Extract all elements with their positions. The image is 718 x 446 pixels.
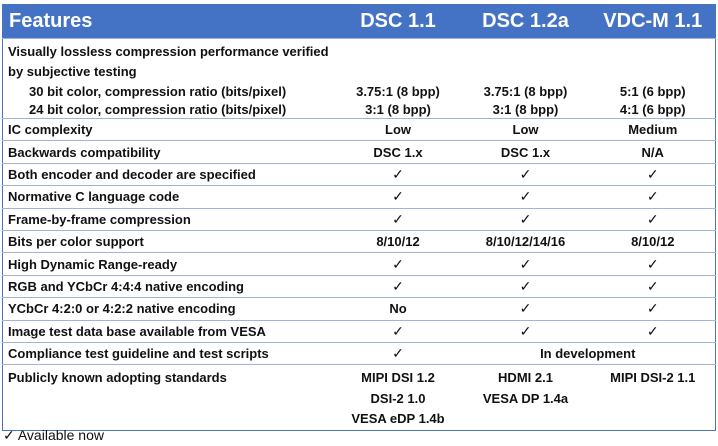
adopting-standards-row: Publicly known adopting standards MIPI DS… — [2, 364, 716, 431]
checkmark-icon: ✓ — [590, 185, 716, 209]
feature-label: RGB and YCbCr 4:4:4 native encoding — [2, 274, 336, 298]
header-features: Features — [2, 4, 336, 39]
header-row: Features DSC 1.1 DSC 1.2a VDC-M 1.1 — [2, 4, 716, 39]
feature-label: 30 bit color, compression ratio (bits/pi… — [29, 83, 287, 99]
vdcm-value: N/A — [590, 140, 716, 164]
table-row: Both encoder and decoder are specified ✓ ✓… — [2, 162, 716, 186]
compression-row: 24 bit color, compression ratio (bits/pi… — [3, 100, 716, 119]
table-row: Image test data base available from VESA… — [2, 319, 716, 343]
checkmark-icon: ✓ — [335, 207, 461, 231]
in-development-value: In development — [460, 341, 716, 365]
vdcm-value: Medium — [590, 117, 716, 141]
header-dsc12a: DSC 1.2a — [460, 4, 591, 39]
checkmark-icon: ✓ — [590, 319, 716, 343]
feature-label: Both encoder and decoder are specified — [2, 162, 336, 186]
dsc12a-standards: HDMI 2.1 VESA DP 1.4a — [460, 364, 591, 431]
feature-comparison-table: Features DSC 1.1 DSC 1.2a VDC-M 1.1 Visu… — [2, 4, 716, 431]
dsc12a-value: 3:1 (8 bpp) — [492, 101, 559, 117]
checkmark-icon: ✓ — [335, 319, 461, 343]
checkmark-icon: ✓ — [590, 162, 716, 186]
dsc11-value: 3.75:1 (8 bpp) — [356, 83, 440, 99]
checkmark-icon: ✓ — [460, 297, 591, 321]
checkmark-icon: ✓ — [335, 162, 461, 186]
table-row: RGB and YCbCr 4:4:4 native encoding ✓ ✓ ✓ — [2, 274, 716, 298]
standard-item: DSI-2 1.0 — [370, 390, 426, 406]
checkmark-icon: ✓ — [590, 297, 716, 321]
checkmark-icon: ✓ — [460, 207, 591, 231]
compression-title: Visually lossless compression performanc… — [2, 38, 336, 82]
feature-label: Image test data base available from VESA — [2, 319, 336, 343]
dsc12a-value: DSC 1.x — [460, 140, 591, 164]
table-row: YCbCr 4:2:0 or 4:2:2 native encoding No ✓ ✓ — [2, 297, 716, 321]
checkmark-icon: ✓ — [590, 274, 716, 298]
compliance-row: Compliance test guideline and test scrip… — [2, 341, 716, 365]
vdcm-value: 4:1 (6 bpp) — [619, 101, 686, 117]
feature-label: Compliance test guideline and test scrip… — [2, 341, 336, 365]
checkmark-icon: ✓ — [335, 274, 461, 298]
checkmark-icon: ✓ — [335, 252, 461, 276]
feature-label: 24 bit color, compression ratio (bits/pi… — [29, 101, 287, 117]
vdcm-value: 5:1 (6 bpp) — [619, 83, 686, 99]
dsc11-value: 3:1 (8 bpp) — [365, 101, 431, 117]
footnote: ✓ Available now — [3, 427, 104, 443]
feature-label: Bits per color support — [2, 229, 336, 253]
standard-item: VESA DP 1.4a — [482, 390, 569, 406]
table-row: Backwards compatibility DSC 1.x DSC 1.x N/A — [2, 140, 716, 164]
feature-label: High Dynamic Range-ready — [2, 252, 336, 276]
header-dsc11: DSC 1.1 — [335, 4, 461, 39]
dsc12a-value: 8/10/12/14/16 — [460, 229, 591, 253]
feature-label: Publicly known adopting standards — [2, 364, 336, 431]
standard-item: VESA eDP 1.4b — [351, 411, 445, 427]
dsc11-standards: MIPI DSI 1.2 DSI-2 1.0 VESA eDP 1.4b — [335, 364, 461, 431]
table-row: Normative C language code ✓ ✓ ✓ — [2, 185, 716, 209]
checkmark-icon: ✓ — [335, 341, 461, 365]
feature-label: YCbCr 4:2:0 or 4:2:2 native encoding — [2, 297, 336, 321]
table-row: IC complexity Low Low Medium — [2, 117, 716, 141]
feature-label: Backwards compatibility — [2, 140, 336, 164]
dsc12a-value: Low — [460, 117, 591, 141]
vdcm-value: 8/10/12 — [590, 229, 716, 253]
compression-row: 30 bit color, compression ratio (bits/pi… — [3, 82, 716, 100]
standard-item: MIPI DSI 1.2 — [361, 370, 435, 386]
feature-label: Normative C language code — [2, 185, 336, 209]
compression-title-row: Visually lossless compression performanc… — [2, 38, 716, 82]
checkmark-icon: ✓ — [590, 252, 716, 276]
vdcm-standards: MIPI DSI-2 1.1 — [590, 364, 716, 431]
table-row: Frame-by-frame compression ✓ ✓ ✓ — [2, 207, 716, 231]
standard-item: HDMI 2.1 — [498, 370, 553, 386]
checkmark-icon: ✓ — [460, 162, 591, 186]
header-vdcm11: VDC-M 1.1 — [590, 4, 716, 39]
checkmark-icon: ✓ — [335, 185, 461, 209]
table-row: High Dynamic Range-ready ✓ ✓ ✓ — [2, 252, 716, 276]
feature-label: IC complexity — [2, 117, 336, 141]
dsc11-value: Low — [335, 117, 461, 141]
checkmark-icon: ✓ — [460, 319, 591, 343]
table-row: Bits per color support 8/10/12 8/10/12/14/… — [2, 229, 716, 253]
checkmark-icon: ✓ — [460, 252, 591, 276]
feature-label: Frame-by-frame compression — [2, 207, 336, 231]
dsc11-value: DSC 1.x — [335, 140, 461, 164]
checkmark-icon: ✓ — [460, 185, 591, 209]
dsc11-value: 8/10/12 — [335, 229, 461, 253]
dsc11-value: No — [335, 297, 461, 321]
checkmark-icon: ✓ — [590, 207, 716, 231]
dsc12a-value: 3.75:1 (8 bpp) — [483, 83, 568, 99]
standard-item: MIPI DSI-2 1.1 — [610, 370, 696, 386]
checkmark-icon: ✓ — [460, 274, 591, 298]
